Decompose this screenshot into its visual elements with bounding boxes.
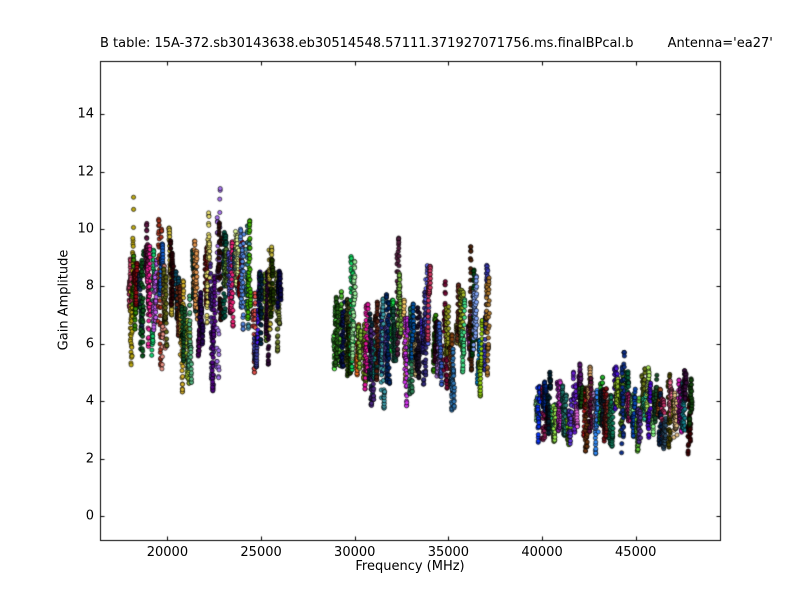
y-axis-label: Gain Amplitude bbox=[56, 249, 72, 351]
y-tick-label: 4 bbox=[85, 393, 94, 409]
y-tick-label: 14 bbox=[77, 106, 94, 122]
y-tick-label: 6 bbox=[85, 336, 94, 352]
x-tick-label: 35000 bbox=[427, 545, 470, 560]
x-axis-label: Frequency (MHz) bbox=[355, 559, 465, 574]
x-tick-label: 45000 bbox=[615, 545, 657, 560]
y-tick-label: 10 bbox=[77, 221, 94, 237]
plot-title-text: B table: 15A-372.sb30143638.eb30514548.5… bbox=[100, 36, 634, 51]
plot-title: B table: 15A-372.sb30143638.eb30514548.5… bbox=[100, 36, 773, 51]
y-tick-label: 12 bbox=[77, 164, 94, 180]
x-tick-label: 40000 bbox=[521, 545, 563, 560]
x-tick-label: 30000 bbox=[334, 545, 376, 560]
antenna-label: Antenna='ea27' bbox=[667, 36, 773, 51]
x-tick-label: 20000 bbox=[146, 545, 189, 560]
x-tick-label: 25000 bbox=[240, 545, 282, 560]
y-tick-label: 0 bbox=[85, 508, 94, 524]
y-tick-label: 8 bbox=[85, 278, 94, 294]
y-tick-label: 2 bbox=[85, 451, 94, 467]
